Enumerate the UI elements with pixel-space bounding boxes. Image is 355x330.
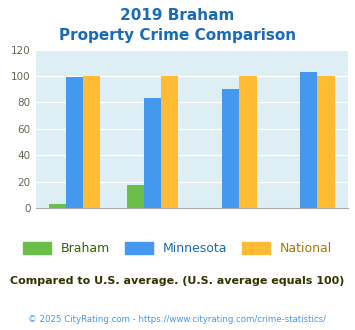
Bar — [239, 76, 257, 208]
Text: © 2025 CityRating.com - https://www.cityrating.com/crime-statistics/: © 2025 CityRating.com - https://www.city… — [28, 315, 327, 324]
Bar — [222, 89, 239, 208]
Text: Compared to U.S. average. (U.S. average equals 100): Compared to U.S. average. (U.S. average … — [10, 276, 345, 285]
Bar — [317, 76, 335, 208]
Text: 2019 Braham: 2019 Braham — [120, 8, 235, 23]
Bar — [300, 72, 317, 208]
Bar — [127, 185, 144, 208]
Bar — [66, 77, 83, 208]
Bar — [49, 204, 66, 208]
Legend: Braham, Minnesota, National: Braham, Minnesota, National — [18, 237, 337, 260]
Bar — [161, 76, 179, 208]
Text: Property Crime Comparison: Property Crime Comparison — [59, 28, 296, 43]
Bar — [144, 98, 161, 208]
Bar — [83, 76, 100, 208]
